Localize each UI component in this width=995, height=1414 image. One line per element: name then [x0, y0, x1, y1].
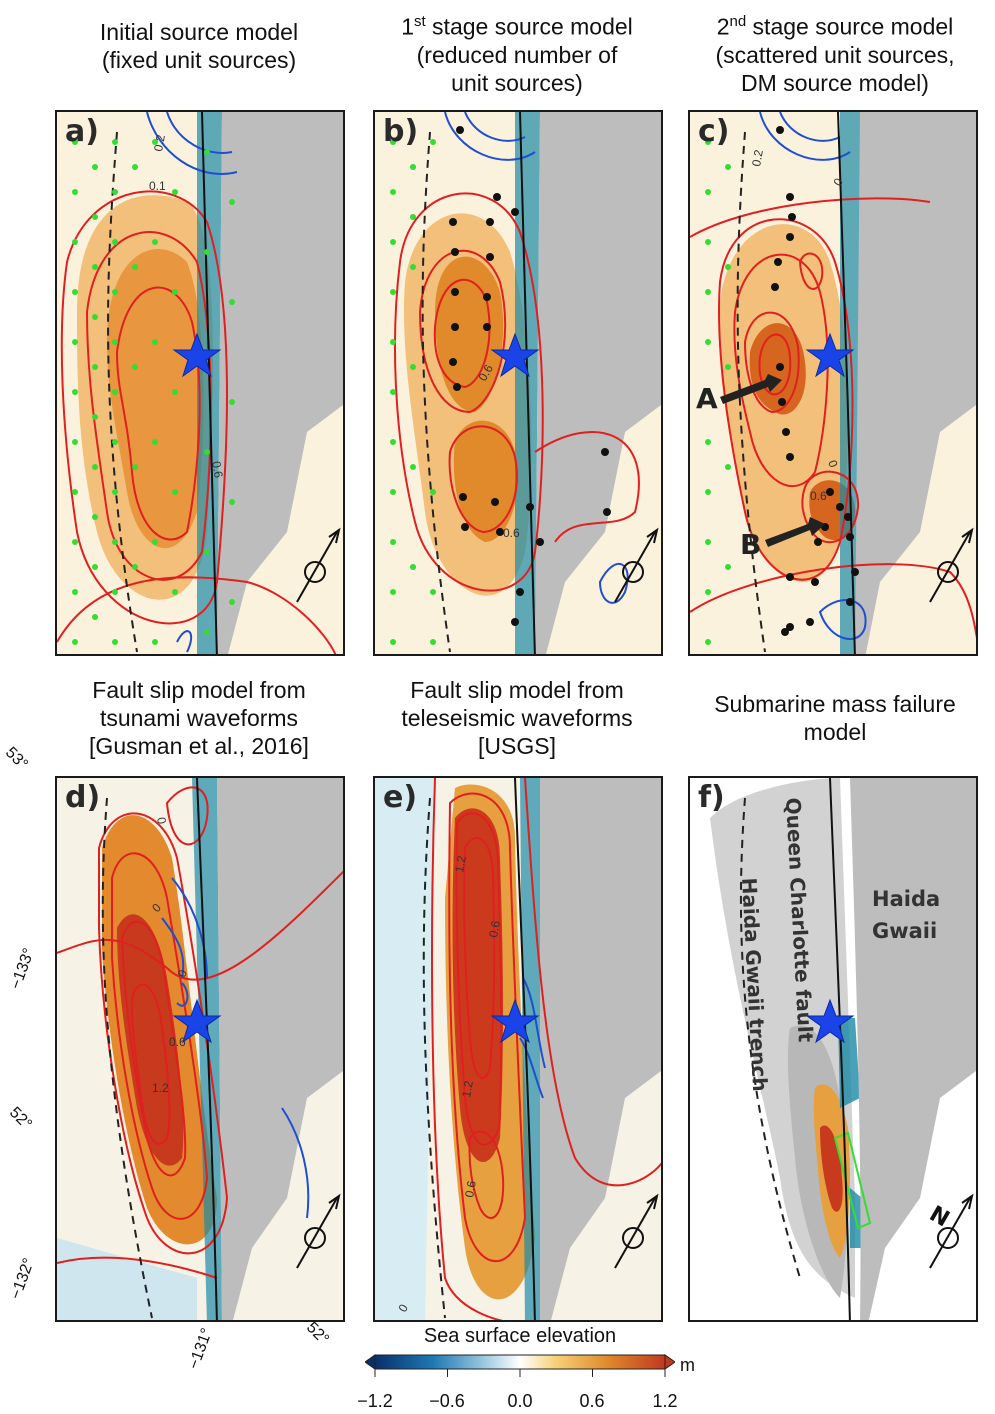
contour-label-c2: 0.6 [810, 489, 827, 503]
map-panel-c-graphic: A B 0.2 0 0.6 0 [690, 112, 976, 654]
panel-d-title: Fault slip model from tsunami waveforms [G… [89, 677, 309, 759]
contour-label-e3: 0.6 [462, 1179, 479, 1198]
colorbar-tick-4: 1.2 [652, 1391, 678, 1411]
island-label-2: Gwaii [872, 919, 937, 943]
map-panel-e-graphic: 1.2 0.6 1.2 0.6 0 [375, 778, 661, 1320]
contour-label-a2: 0.6 [209, 460, 226, 479]
colorbar-unit: m [680, 1355, 695, 1375]
panel-c-title: 2nd stage source model (scattered unit so… [715, 13, 955, 96]
contour-label-e2: 1.2 [459, 1079, 476, 1098]
map-panel-d-graphic: 0 0 0 0.6 1.2 [57, 778, 343, 1320]
panel-label-f: f) [698, 780, 725, 815]
colorbar-title: Sea surface elevation [423, 1325, 617, 1347]
panel-a-title: Initial source model (fixed unit sources) [99, 19, 299, 73]
panel-f-title: Submarine mass failure model [714, 691, 956, 745]
arrow-label-b: B [740, 528, 761, 561]
coord-lon-133: −133° [7, 945, 38, 992]
map-panel-f: Queen Charlotte fault Haida Gwaii trench… [688, 776, 978, 1322]
map-panel-a: 0.2 0.1 0.6 a) [55, 110, 345, 656]
panel-e-title: Fault slip model from teleseismic wavefor… [401, 677, 633, 759]
coord-lat-52-bottom: 52° [302, 1319, 333, 1349]
colorbar-tick-3: 0.6 [579, 1391, 605, 1411]
colorbar-tick-1: −0.6 [429, 1391, 465, 1411]
contour-label-d2: 0 [175, 968, 191, 979]
panel-label-a: a) [65, 114, 99, 149]
colorbar-tick-2: 0.0 [507, 1391, 533, 1411]
colorbar [365, 1354, 675, 1377]
contour-label-e1: 0.6 [486, 919, 503, 938]
panel-b-title: 1st stage source model (reduced number of… [401, 13, 633, 96]
map-panel-b: 0.6 0.6 b) [373, 110, 663, 656]
epicenter-star-d [172, 998, 222, 1044]
contour-label-e0: 1.2 [452, 854, 469, 873]
coord-lon-131: −131° [185, 1325, 216, 1372]
contour-label-d0: 0 [154, 816, 169, 825]
arrow-label-a: A [696, 382, 718, 415]
contour-label-a0: 0.2 [151, 133, 168, 152]
contour-label-b1: 0.6 [503, 526, 520, 540]
contour-label-d3: 0.6 [169, 1035, 186, 1049]
epicenter-star-e [490, 998, 540, 1044]
panel-label-c: c) [698, 114, 730, 149]
coord-lat-52: 52° [5, 1104, 36, 1134]
epicenter-star-f [805, 998, 855, 1044]
colorbar-tick-0: −1.2 [357, 1391, 393, 1411]
map-panel-a-graphic: 0.2 0.1 0.6 [57, 112, 343, 654]
map-panel-c: A B 0.2 0 0.6 0 c) [688, 110, 978, 656]
epicenter-star-c [805, 332, 855, 378]
map-panel-f-graphic: Queen Charlotte fault Haida Gwaii trench… [690, 778, 976, 1320]
epicenter-star-b [490, 332, 540, 378]
coord-lat-53: 53° [1, 744, 32, 774]
map-panel-e: 1.2 0.6 1.2 0.6 0 e) [373, 776, 663, 1322]
island-label-1: Haida [872, 887, 940, 911]
contour-label-d4: 1.2 [152, 1081, 169, 1095]
map-panel-b-graphic: 0.6 0.6 [375, 112, 661, 654]
epicenter-star-a [172, 332, 222, 378]
map-panel-d: 0 0 0 0.6 1.2 d) [55, 776, 345, 1322]
coord-lon-132: −132° [7, 1255, 38, 1302]
contour-label-c3: 0 [825, 458, 841, 469]
panel-label-d: d) [65, 780, 101, 815]
panel-label-b: b) [383, 114, 419, 149]
contour-label-c0: 0.2 [749, 148, 766, 167]
contour-label-a1: 0.1 [149, 179, 166, 193]
panel-label-e: e) [383, 780, 418, 815]
